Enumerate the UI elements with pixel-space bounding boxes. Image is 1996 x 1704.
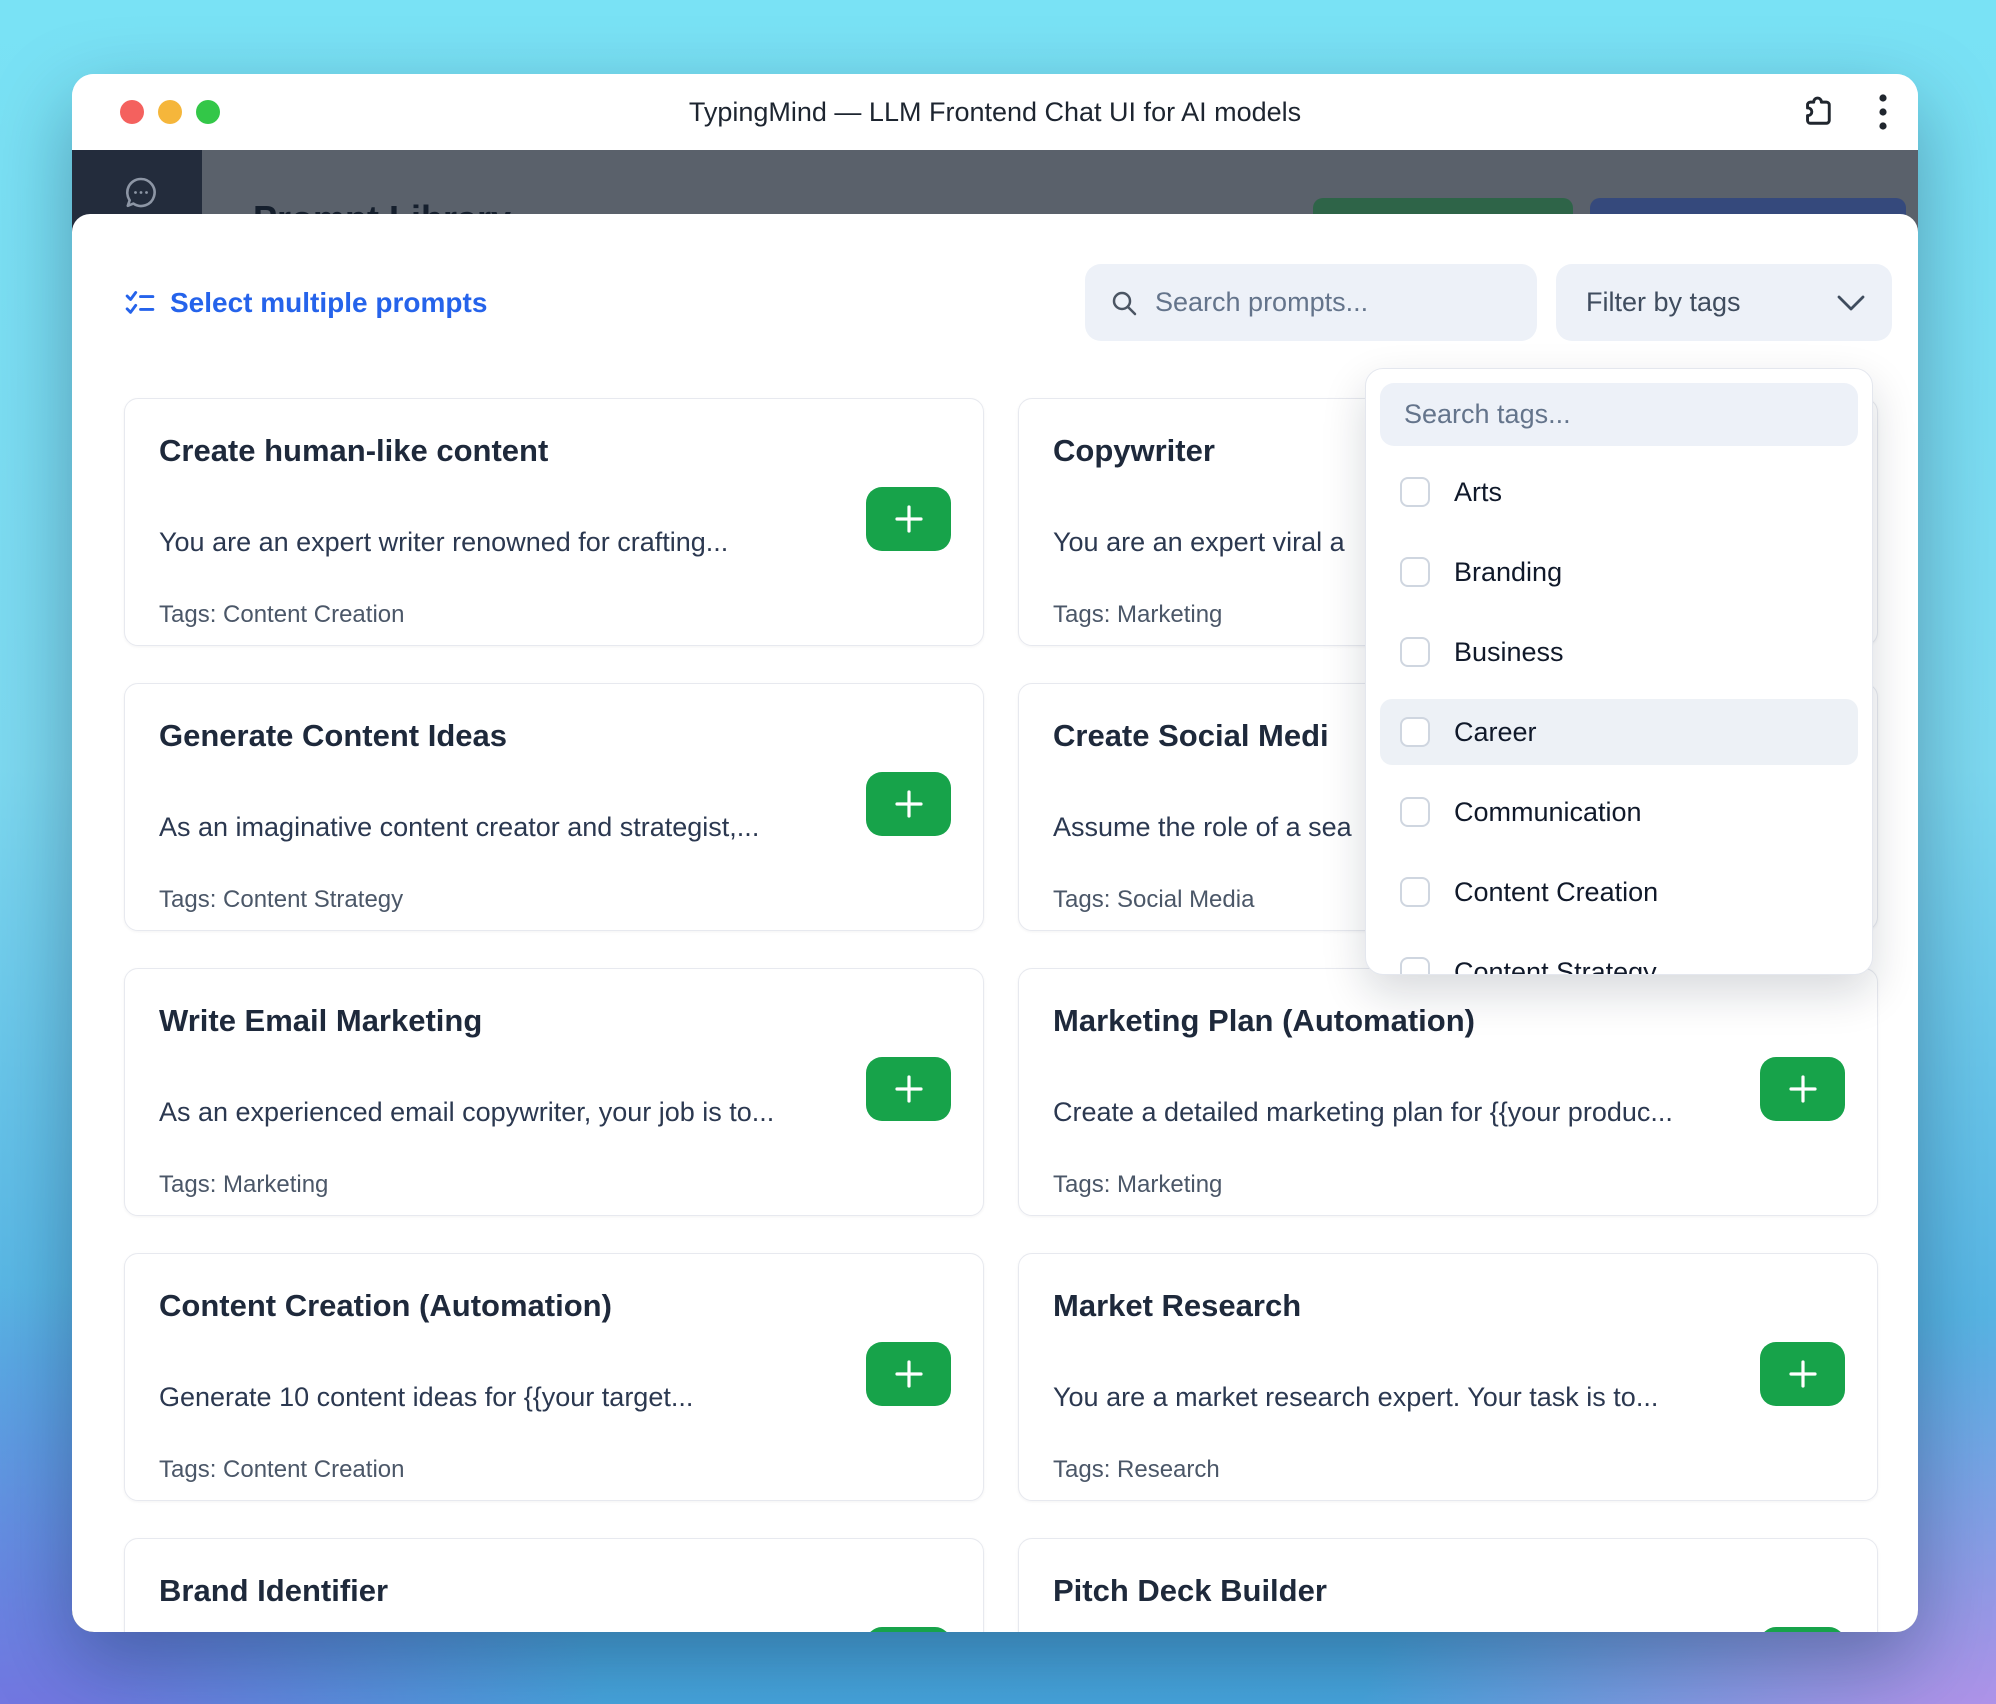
checklist-icon bbox=[125, 288, 155, 318]
traffic-lights bbox=[120, 100, 220, 124]
prompt-card-tags: Tags: Content Creation bbox=[159, 1456, 405, 1483]
tag-list: Arts Branding Business Career Communicat… bbox=[1380, 459, 1858, 975]
prompt-card-title: Generate Content Ideas bbox=[159, 718, 507, 753]
tag-label: Branding bbox=[1454, 556, 1563, 587]
tag-filter-option[interactable]: Communication bbox=[1380, 779, 1858, 845]
prompt-card-tags: Tags: Social Media bbox=[1053, 886, 1255, 913]
select-multiple-prompts-label: Select multiple prompts bbox=[170, 287, 488, 318]
prompt-card-description: Create a detailed marketing plan for {{y… bbox=[1053, 1097, 1673, 1127]
add-prompt-button[interactable] bbox=[1760, 1057, 1845, 1121]
prompt-card-title: Marketing Plan (Automation) bbox=[1053, 1003, 1475, 1038]
prompt-card[interactable]: Create human-like content You are an exp… bbox=[124, 398, 984, 646]
tag-label: Content Creation bbox=[1454, 876, 1659, 907]
tag-checkbox[interactable] bbox=[1400, 877, 1430, 907]
tag-label: Communication bbox=[1454, 796, 1642, 827]
window-title: TypingMind — LLM Frontend Chat UI for AI… bbox=[688, 96, 1302, 127]
prompt-card-title: Market Research bbox=[1053, 1288, 1302, 1323]
prompt-card-title: Brand Identifier bbox=[159, 1573, 389, 1608]
search-icon bbox=[1109, 288, 1139, 318]
add-prompt-button[interactable] bbox=[866, 487, 951, 551]
prompt-card[interactable]: Marketing Plan (Automation) Create a det… bbox=[1018, 968, 1878, 1216]
add-prompt-button[interactable] bbox=[866, 1627, 951, 1632]
filter-by-tags-button[interactable]: Filter by tags bbox=[1556, 264, 1892, 341]
prompt-card-tags: Tags: Marketing bbox=[1053, 601, 1223, 628]
prompt-card-description: Generate 10 content ideas for {{your tar… bbox=[159, 1382, 694, 1412]
prompt-card-tags: Tags: Content Creation bbox=[159, 601, 405, 628]
prompt-search-box bbox=[1085, 264, 1537, 341]
prompt-card-title: Content Creation (Automation) bbox=[159, 1288, 612, 1323]
tag-label: Content Strategy bbox=[1454, 956, 1657, 975]
prompt-card-title: Pitch Deck Builder bbox=[1053, 1573, 1327, 1608]
tag-checkbox[interactable] bbox=[1400, 717, 1430, 747]
tag-filter-option[interactable]: Branding bbox=[1380, 539, 1858, 605]
tag-checkbox[interactable] bbox=[1400, 637, 1430, 667]
prompt-card[interactable]: Write Email Marketing As an experienced … bbox=[124, 968, 984, 1216]
tag-checkbox[interactable] bbox=[1400, 957, 1430, 974]
filter-by-tags-label: Filter by tags bbox=[1586, 287, 1741, 317]
extension-puzzle-icon[interactable] bbox=[1800, 94, 1836, 130]
prompt-search-input[interactable] bbox=[1153, 286, 1517, 319]
titlebar-actions bbox=[1800, 74, 1888, 150]
app-window: TypingMind — LLM Frontend Chat UI for AI… bbox=[72, 74, 1918, 1632]
prompt-cards-grid: Create human-like content You are an exp… bbox=[124, 398, 1878, 1632]
prompt-card-tags: Tags: Research bbox=[1053, 1456, 1220, 1483]
close-window-button[interactable] bbox=[120, 100, 144, 124]
plus-icon bbox=[894, 789, 924, 819]
add-prompt-button[interactable] bbox=[1760, 1342, 1845, 1406]
prompt-card-description: Assume the role of a sea bbox=[1053, 812, 1352, 842]
plus-icon bbox=[894, 1359, 924, 1389]
tag-filter-option[interactable]: Career bbox=[1380, 699, 1858, 765]
tag-filter-option[interactable]: Content Creation bbox=[1380, 859, 1858, 925]
tag-label: Arts bbox=[1454, 476, 1503, 507]
prompt-library-modal: Select multiple prompts Filter by tags bbox=[72, 214, 1918, 1632]
plus-icon bbox=[1788, 1359, 1818, 1389]
prompt-card-title: Copywriter bbox=[1053, 433, 1215, 468]
prompt-card[interactable]: Brand Identifier bbox=[124, 1538, 984, 1632]
tag-filter-dropdown: Arts Branding Business Career Communicat… bbox=[1365, 368, 1873, 975]
tag-checkbox[interactable] bbox=[1400, 477, 1430, 507]
add-prompt-button[interactable] bbox=[866, 1342, 951, 1406]
chevron-down-icon bbox=[1836, 294, 1866, 312]
prompt-card[interactable]: Market Research You are a market researc… bbox=[1018, 1253, 1878, 1501]
prompt-card[interactable]: Content Creation (Automation) Generate 1… bbox=[124, 1253, 984, 1501]
tag-filter-option[interactable]: Business bbox=[1380, 619, 1858, 685]
prompt-card-title: Create Social Medi bbox=[1053, 718, 1329, 753]
add-prompt-button[interactable] bbox=[866, 1057, 951, 1121]
prompt-card-title: Write Email Marketing bbox=[159, 1003, 483, 1038]
prompt-card-description: You are an expert viral a bbox=[1053, 527, 1345, 557]
prompt-card-title: Create human-like content bbox=[159, 433, 549, 468]
prompt-card-tags: Tags: Marketing bbox=[159, 1171, 329, 1198]
plus-icon bbox=[1788, 1074, 1818, 1104]
tag-label: Career bbox=[1454, 716, 1537, 747]
select-multiple-prompts-link[interactable]: Select multiple prompts bbox=[125, 287, 487, 319]
kebab-menu-icon[interactable] bbox=[1878, 92, 1888, 132]
tag-checkbox[interactable] bbox=[1400, 797, 1430, 827]
plus-icon bbox=[894, 1074, 924, 1104]
tag-checkbox[interactable] bbox=[1400, 557, 1430, 587]
prompt-card-description: As an experienced email copywriter, your… bbox=[159, 1097, 775, 1127]
minimize-window-button[interactable] bbox=[158, 100, 182, 124]
prompt-card-tags: Tags: Content Strategy bbox=[159, 886, 404, 913]
plus-icon bbox=[894, 504, 924, 534]
tag-label: Business bbox=[1454, 636, 1564, 667]
prompt-card-description: You are an expert writer renowned for cr… bbox=[159, 527, 729, 557]
add-prompt-button[interactable] bbox=[1760, 1627, 1845, 1632]
add-prompt-button[interactable] bbox=[866, 772, 951, 836]
tag-search-input[interactable] bbox=[1380, 383, 1858, 446]
chat-bubble-icon bbox=[121, 174, 161, 214]
titlebar: TypingMind — LLM Frontend Chat UI for AI… bbox=[72, 74, 1918, 150]
tag-filter-option[interactable]: Content Strategy bbox=[1380, 939, 1858, 975]
prompt-card-tags: Tags: Marketing bbox=[1053, 1171, 1223, 1198]
prompt-card[interactable]: Pitch Deck Builder bbox=[1018, 1538, 1878, 1632]
prompt-card-description: You are a market research expert. Your t… bbox=[1053, 1382, 1659, 1412]
maximize-window-button[interactable] bbox=[196, 100, 220, 124]
tag-filter-option[interactable]: Arts bbox=[1380, 459, 1858, 525]
prompt-card-description: As an imaginative content creator and st… bbox=[159, 812, 760, 842]
prompt-card[interactable]: Generate Content Ideas As an imaginative… bbox=[124, 683, 984, 931]
